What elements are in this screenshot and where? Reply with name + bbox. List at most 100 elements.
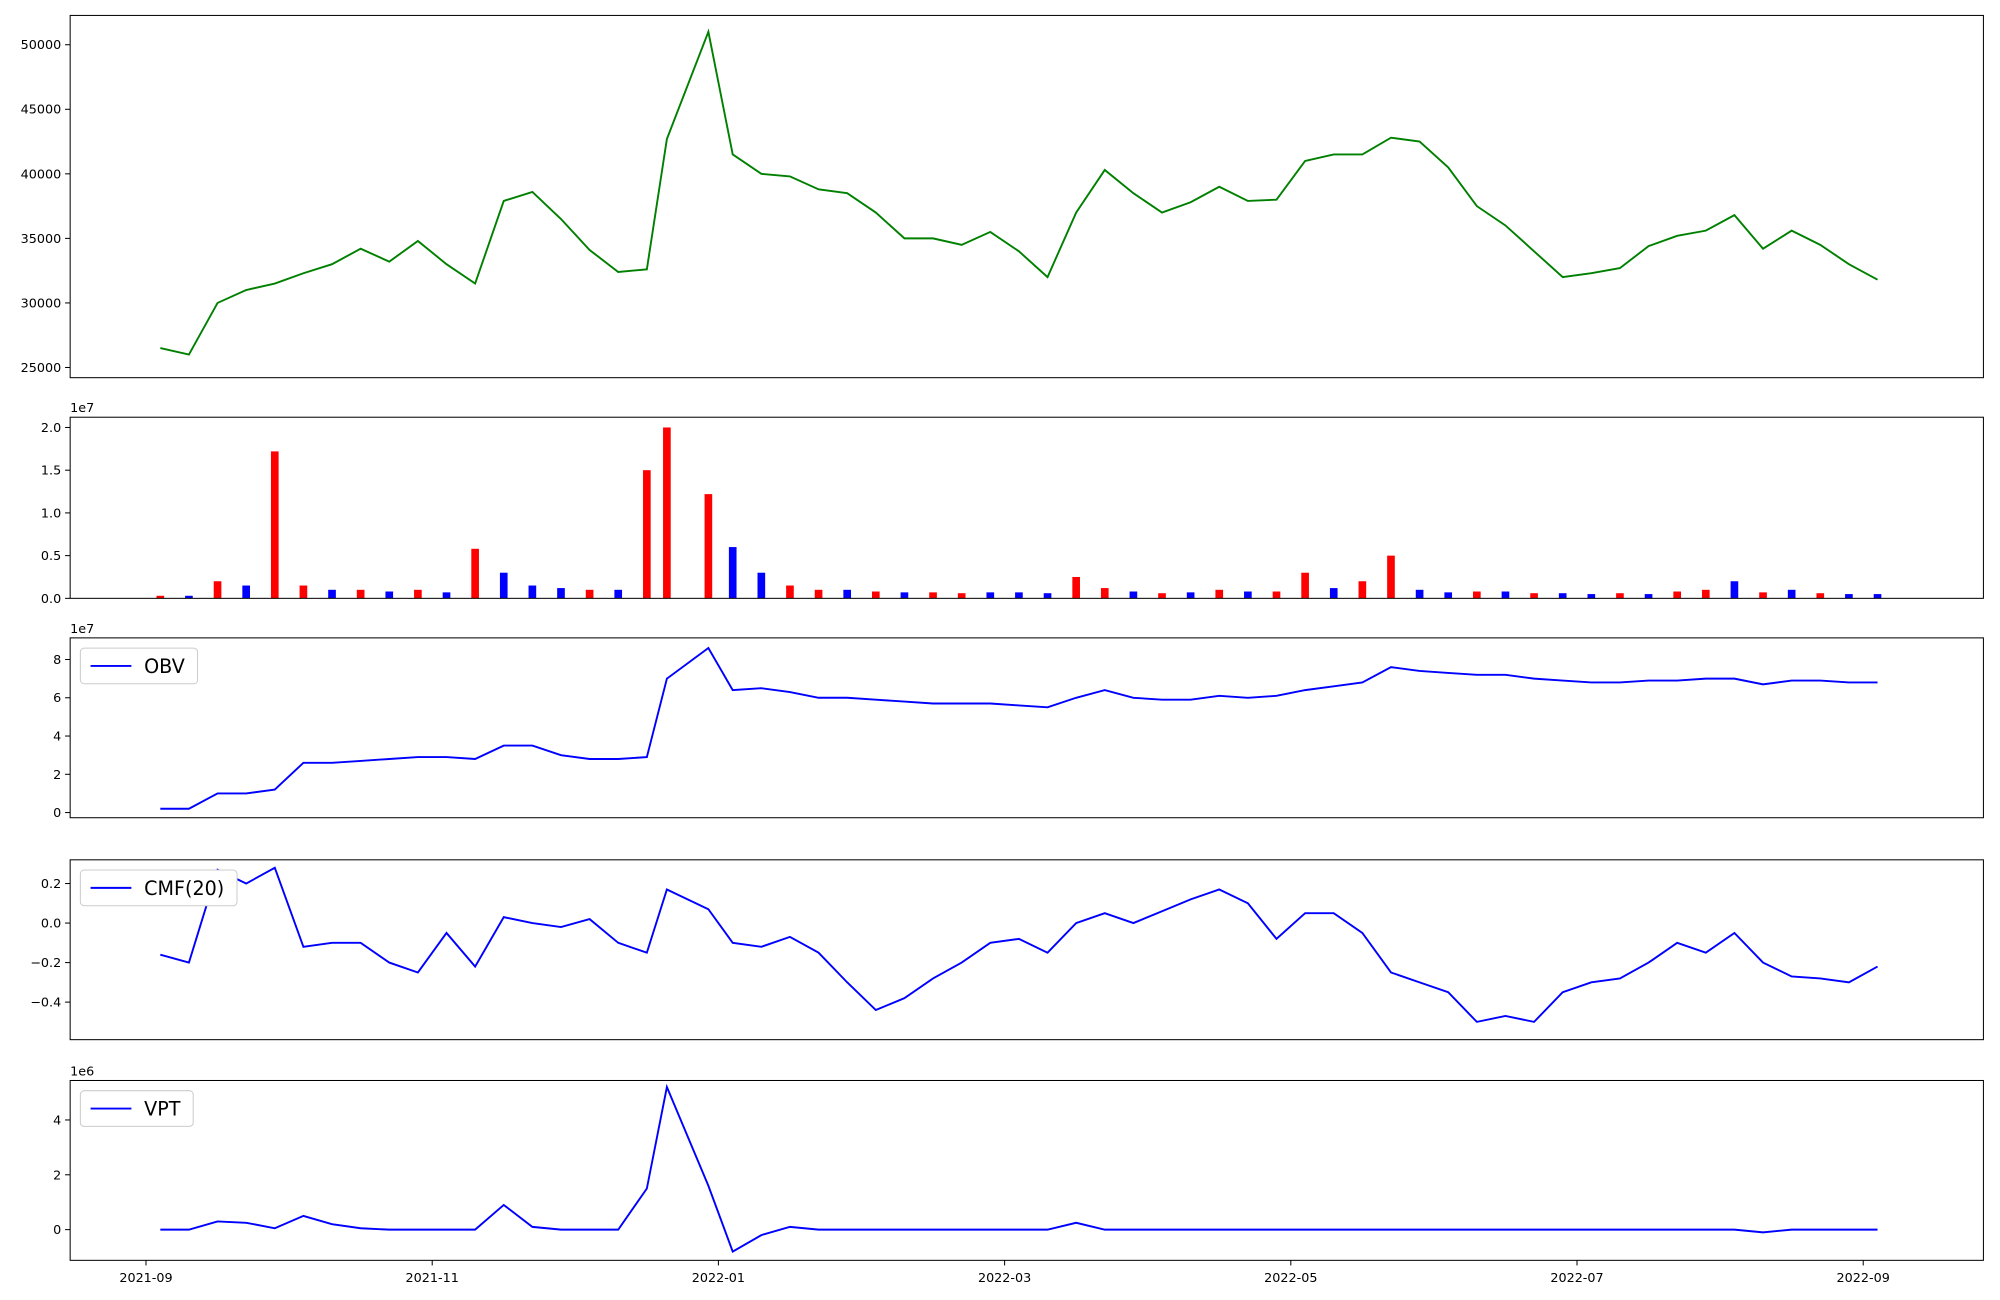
volume-bar: [328, 589, 336, 599]
volume-bar: [728, 547, 737, 599]
y-tick-label: 8: [53, 653, 61, 668]
volume-bar: [1558, 593, 1567, 599]
y-tick-label: 50000: [21, 38, 62, 53]
axes-frame: [69, 416, 1984, 599]
volume-bar: [986, 592, 995, 599]
volume-bar: [1501, 591, 1510, 599]
volume-bar: [614, 589, 623, 599]
data-line: [160, 646, 1878, 810]
volume-bar: [704, 494, 713, 599]
y-tick-label: 40000: [21, 167, 62, 182]
volume-bar: [213, 581, 222, 599]
x-tick-label: 2021-09: [119, 1271, 172, 1286]
volume-bar: [1530, 593, 1538, 599]
y-tick-label: 0.2: [41, 877, 61, 892]
volume-bar: [1759, 592, 1767, 599]
volume-bar: [1873, 594, 1882, 599]
volume-bar: [663, 427, 671, 599]
legend-box: [79, 647, 199, 685]
y-tick-label: 45000: [21, 103, 62, 118]
y-tick-label: 2.0: [41, 421, 61, 436]
volume-bar: [900, 592, 909, 599]
volume-bar: [1272, 591, 1281, 599]
y-tick-label: 2: [53, 768, 61, 783]
volume-bar: [442, 592, 451, 599]
legend-box: [79, 1090, 194, 1127]
y-tick-label: 4: [53, 729, 61, 744]
legend-label: OBV: [144, 655, 185, 678]
volume-bar: [471, 548, 479, 599]
data-line: [160, 28, 1878, 356]
volume-bar: [1644, 594, 1653, 599]
volume-bar: [929, 592, 937, 599]
y-tick-label: 4: [53, 1113, 61, 1128]
volume-bar: [1215, 589, 1224, 599]
data-line: [160, 1083, 1878, 1253]
y-tick-label: 1.5: [41, 464, 61, 479]
y-tick-label: 0.5: [41, 549, 61, 564]
volume-bar: [871, 591, 880, 599]
volume-bar: [1787, 589, 1796, 599]
y-tick-label: 2: [53, 1168, 61, 1183]
legend-box: [79, 869, 238, 907]
y-tick-label: 25000: [21, 361, 62, 376]
x-tick-label: 2022-09: [1837, 1271, 1890, 1286]
volume-bar: [1387, 555, 1395, 599]
volume-bar: [957, 593, 966, 599]
volume-bar: [1845, 594, 1853, 599]
volume-bar: [1329, 588, 1338, 599]
volume-bar: [1816, 593, 1825, 599]
volume-bar: [1186, 592, 1195, 599]
x-tick-label: 2022-03: [978, 1271, 1031, 1286]
volume-bar: [585, 589, 594, 599]
x-tick-label: 2021-11: [406, 1271, 459, 1286]
volume-bar: [1129, 591, 1138, 599]
x-tick-label: 2022-01: [692, 1271, 745, 1286]
axes-frame: [69, 637, 1984, 819]
volume-bar: [299, 585, 308, 599]
volume-bar: [814, 589, 823, 599]
offset-label: 1e7: [70, 401, 94, 416]
volume-bar: [185, 595, 193, 599]
volume-bar: [643, 470, 651, 599]
axes-frame: [69, 14, 1984, 379]
volume-bar: [843, 589, 852, 599]
y-tick-label: 0: [53, 1223, 61, 1238]
axes-frame: [69, 1079, 1984, 1261]
volume-bar: [1100, 588, 1109, 599]
legend-label: CMF(20): [144, 877, 224, 900]
volume-bar: [528, 585, 537, 599]
axes-frame: [69, 859, 1984, 1041]
y-tick-label: 35000: [21, 232, 62, 247]
volume-bar: [557, 588, 565, 599]
offset-label: 1e6: [70, 1064, 94, 1079]
y-tick-label: 0: [53, 806, 61, 821]
volume-bar: [1730, 581, 1739, 599]
volume-bar: [1673, 591, 1682, 599]
volume-bar: [1244, 591, 1252, 599]
volume-bar: [1444, 592, 1453, 599]
data-line: [160, 866, 1878, 1023]
y-tick-label: −0.2: [30, 956, 61, 971]
volume-bar: [1301, 572, 1309, 599]
y-tick-label: 0.0: [41, 917, 61, 932]
x-tick-label: 2022-05: [1264, 1271, 1317, 1286]
volume-bar: [1015, 592, 1023, 599]
volume-bar: [1415, 589, 1424, 599]
volume-bar: [1473, 591, 1481, 599]
volume-bar: [242, 585, 250, 599]
volume-bar: [499, 572, 508, 599]
volume-bar: [156, 595, 165, 599]
volume-bar: [1072, 576, 1080, 599]
y-tick-label: −0.4: [30, 996, 61, 1011]
volume-bar: [1701, 589, 1710, 599]
y-tick-label: 0.0: [41, 592, 61, 607]
volume-bar: [786, 585, 794, 599]
volume-bar: [356, 589, 365, 599]
y-tick-label: 30000: [21, 296, 62, 311]
volume-bar: [757, 572, 766, 599]
volume-bar: [1358, 581, 1367, 599]
volume-bar: [1616, 593, 1624, 599]
